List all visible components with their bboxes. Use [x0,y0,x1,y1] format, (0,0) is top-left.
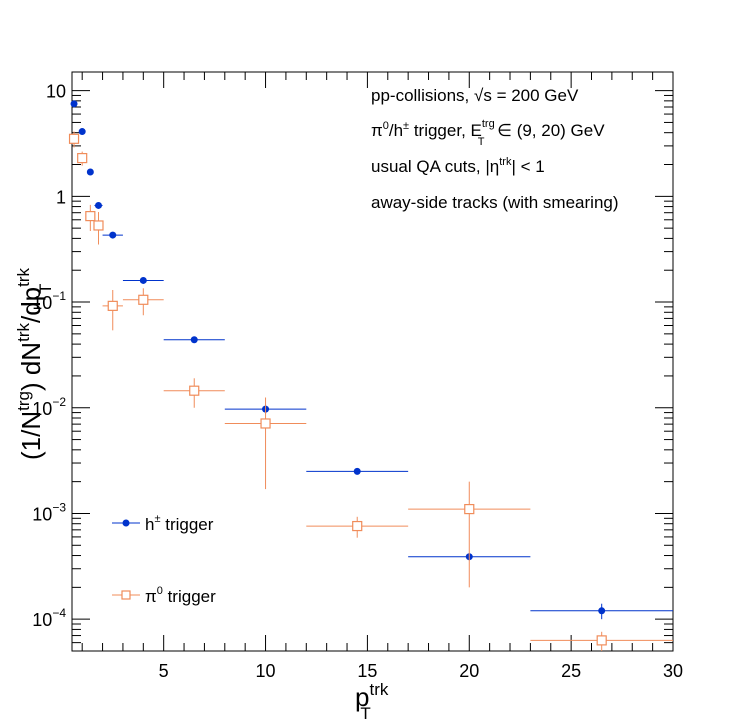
pi0-trigger-marker [260,418,271,429]
h-trigger-point [163,336,225,344]
y-tick-label: 10−3 [32,500,66,524]
annotation-line-4: away-side tracks (with smearing) [371,193,619,212]
legend-entry-pi0-trigger: π0 trigger [112,585,216,606]
h-trigger-point [122,276,164,284]
x-axis-title: ptrk T [355,680,389,723]
y-tick-label: 10 [46,82,66,102]
x-tick-label: 15 [357,661,377,681]
annotations: pp-collisions, √s = 200 GeV π0/h± trigge… [371,86,619,212]
pi0-trigger-point [93,212,104,245]
x-tick-label: 25 [561,661,581,681]
annotation-line-1: pp-collisions, √s = 200 GeV [371,86,579,105]
h-trigger-marker [78,128,86,136]
x-tick-label: 30 [663,661,683,681]
pi0-trigger-marker [352,520,363,532]
y-tick-label: 10−1 [32,289,66,313]
h-trigger-marker [86,168,94,176]
series-pi0-trigger [68,131,673,651]
pi0-trigger-point [77,151,88,166]
h-trigger-point [78,128,86,136]
y-tick-label: 10−4 [32,606,66,630]
pi0-trigger-point [306,516,409,538]
h-trigger-point [102,231,123,239]
pi0-trigger-point [530,631,673,651]
pi0-trigger-marker [85,211,96,222]
legend-label-h: h± trigger [145,513,214,534]
pi0-trigger-point [163,378,225,408]
plot-frame [71,71,674,652]
h-trigger-point [530,603,673,620]
pi0-trigger-marker [596,635,607,646]
pi0-trigger-point [224,397,307,490]
annotation-line-2: π0/h± trigger, Etrg T ∈ (9, 20) GeV [371,118,605,148]
h-trigger-marker [109,231,117,239]
y-tick-labels: 10 1 10−1 10−2 10−3 10−4 [32,82,66,631]
x-tick-label: 10 [256,661,276,681]
annotation-line-3: usual QA cuts, |ηtrk| < 1 [371,156,545,176]
x-tick-label: 20 [459,661,479,681]
pi0-trigger-point [102,289,123,331]
pi0-trigger-marker [189,385,200,396]
h-trigger-marker [70,100,78,108]
pi0-trigger-point [408,481,531,588]
pi0-trigger-marker [68,133,80,144]
y-tick-label: 10−2 [32,395,66,419]
y-axis-title: (1/Ntrg) dNtrk/dptrkT [14,267,55,460]
legend-entry-h-trigger: h± trigger [112,513,214,534]
pi0-trigger-point [122,288,164,316]
legend-marker-h [122,519,130,527]
pi0-trigger-point [68,131,80,148]
h-trigger-marker [353,467,361,475]
pi0-trigger-marker [464,503,475,515]
axis-ticks [72,72,674,652]
legend: h± trigger π0 trigger [112,513,216,606]
x-tick-labels: 5 10 15 20 25 30 [159,661,683,681]
h-trigger-point [86,168,94,176]
legend-label-pi0: π0 trigger [145,585,216,606]
h-trigger-point [70,100,78,108]
pi0-trigger-marker [77,152,88,164]
y-tick-label: 1 [56,187,66,207]
h-trigger-marker [598,607,606,615]
pi0-trigger-marker [93,220,104,231]
x-tick-label: 5 [159,661,169,681]
h-trigger-marker [94,201,102,209]
h-trigger-marker [139,276,147,284]
pi0-trigger-marker [107,300,118,311]
h-trigger-marker [190,336,198,344]
pi0-trigger-marker [138,294,149,305]
legend-marker-pi0 [121,590,131,600]
pi0-trigger-point [85,204,96,231]
h-trigger-point [306,467,409,475]
h-trigger-point [94,201,103,209]
